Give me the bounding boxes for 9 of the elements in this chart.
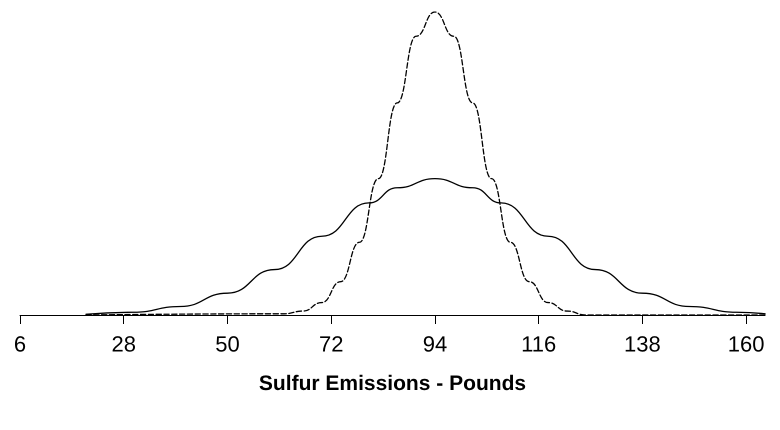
x-tick-label: 28: [111, 332, 136, 356]
x-tick-label: 116: [521, 332, 556, 356]
x-tick-label: 94: [422, 332, 448, 356]
x-tick-label: 160: [728, 332, 764, 356]
x-axis-title: Sulfur Emissions - Pounds: [258, 372, 526, 395]
x-tick-label: 50: [215, 332, 240, 356]
x-tick-label: 138: [624, 332, 661, 356]
x-tick-label: 6: [14, 332, 26, 356]
x-tick-label: 72: [318, 332, 344, 356]
